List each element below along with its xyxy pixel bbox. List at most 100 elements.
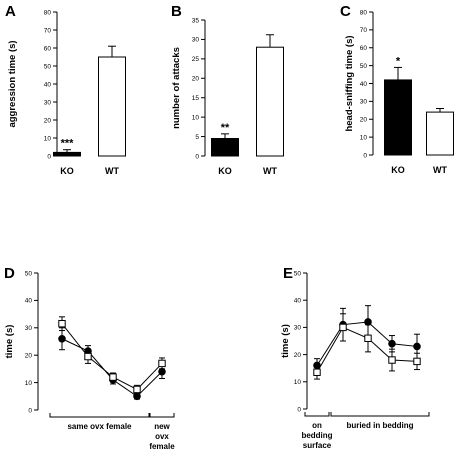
panel-letter: E [283, 265, 293, 282]
y-tick-label: 0 [297, 406, 301, 413]
y-tick-label: 20 [44, 117, 52, 124]
x-category-label: KO [60, 166, 74, 176]
significance-marker: * [396, 55, 401, 67]
group-label: buried in bedding [346, 421, 413, 430]
y-tick-label: 20 [192, 76, 200, 83]
y-tick-label: 10 [360, 134, 368, 141]
y-tick-label: 25 [192, 56, 200, 63]
y-tick-label: 5 [195, 134, 199, 141]
y-axis-title: time (s) [4, 325, 15, 359]
y-tick-label: 10 [25, 380, 33, 387]
significance-marker: ** [221, 122, 230, 134]
panel-a-bar-chart: A 0 10 20 30 40 50 60 70 80 aggression time (s) KO *… [5, 3, 126, 176]
data-point-open-square [84, 352, 92, 361]
y-axis-title: time (s) [280, 324, 291, 358]
data-point-filled-circle [58, 334, 66, 343]
data-point-filled-circle [158, 367, 166, 376]
y-tick-label: 80 [360, 9, 368, 16]
y-tick-label: 70 [44, 27, 52, 34]
data-point-open-square [364, 334, 372, 342]
y-tick-label: 50 [294, 270, 302, 277]
y-tick-label: 60 [360, 45, 368, 52]
data-point-open-square [109, 373, 117, 381]
data-point-filled-circle [313, 361, 321, 370]
group-label: same ovx female [67, 422, 132, 431]
y-tick-label: 0 [195, 153, 199, 160]
data-point-filled-circle [133, 392, 141, 401]
y-tick-label: 10 [294, 379, 302, 386]
data-point-filled-circle [413, 342, 421, 351]
group-bracket [330, 412, 430, 417]
y-tick-label: 50 [25, 270, 33, 277]
panel-letter: C [340, 3, 351, 20]
y-tick-label: 35 [192, 17, 200, 24]
y-tick-label: 20 [360, 117, 368, 124]
y-tick-label: 40 [25, 298, 33, 305]
data-point-open-square [133, 385, 141, 394]
data-point-open-square [413, 357, 421, 366]
data-point-open-square [339, 323, 347, 332]
y-tick-label: 80 [44, 9, 52, 16]
y-tick-label: 20 [25, 353, 33, 360]
y-tick-label: 30 [192, 37, 200, 44]
panel-c-bar-chart: C 0 10 20 30 40 50 60 70 80 head-sniffing time (s)… [340, 3, 454, 175]
group-bracket [149, 413, 175, 418]
bar-wt [98, 56, 126, 157]
series-line [61, 338, 163, 397]
group-label: on [312, 421, 322, 430]
data-point-open-square [158, 359, 166, 368]
bar-wt [426, 111, 454, 156]
group-label: female [149, 442, 175, 449]
y-tick-label: 30 [294, 325, 302, 332]
y-tick-label: 60 [44, 45, 52, 52]
panel-d-line-chart: D 0 10 20 30 40 50 time (s) same ovx female newov… [4, 265, 175, 449]
data-point-filled-circle [388, 339, 396, 348]
group-bracket [49, 413, 150, 418]
y-tick-label: 30 [25, 325, 33, 332]
y-tick-label: 30 [360, 99, 368, 106]
y-tick-label: 0 [47, 153, 51, 160]
series-line [316, 326, 418, 373]
series-line [316, 321, 418, 366]
y-tick-label: 70 [360, 27, 368, 34]
panel-letter: D [4, 265, 15, 282]
bar-ko [384, 79, 412, 156]
x-category-label: WT [433, 165, 447, 175]
y-axis-title: head-sniffing time (s) [344, 35, 355, 131]
group-label: bedding [301, 431, 332, 440]
significance-marker: *** [61, 138, 75, 150]
y-tick-label: 0 [363, 152, 367, 159]
y-tick-label: 15 [192, 95, 200, 102]
panel-letter: A [5, 3, 16, 20]
data-point-open-square [388, 356, 396, 364]
group-bracket [304, 412, 330, 417]
data-point-open-square [58, 319, 66, 328]
group-label: surface [303, 441, 332, 449]
data-point-filled-circle [364, 318, 372, 326]
x-category-label: WT [263, 166, 277, 176]
group-label: ovx [155, 432, 169, 441]
bar-ko [53, 151, 81, 157]
panel-b-bar-chart: B 0 5 10 15 20 25 30 35 number of attacks KO ** WT [171, 3, 284, 176]
x-category-label: KO [218, 166, 232, 176]
y-tick-label: 20 [294, 352, 302, 359]
y-tick-label: 40 [44, 81, 52, 88]
y-tick-label: 30 [44, 99, 52, 106]
y-axis-title: aggression time (s) [7, 40, 18, 127]
y-tick-label: 10 [44, 135, 52, 142]
y-tick-label: 50 [360, 63, 368, 70]
panel-letter: B [171, 3, 182, 20]
y-tick-label: 40 [360, 81, 368, 88]
y-tick-label: 0 [28, 407, 32, 414]
y-axis-title: number of attacks [171, 47, 182, 129]
y-tick-label: 40 [294, 298, 302, 305]
y-tick-label: 10 [192, 114, 200, 121]
x-category-label: KO [391, 165, 405, 175]
x-category-label: WT [105, 166, 119, 176]
group-label: new [154, 422, 170, 431]
y-tick-label: 50 [44, 63, 52, 70]
bar-ko [211, 138, 239, 157]
bar-wt [256, 46, 284, 157]
